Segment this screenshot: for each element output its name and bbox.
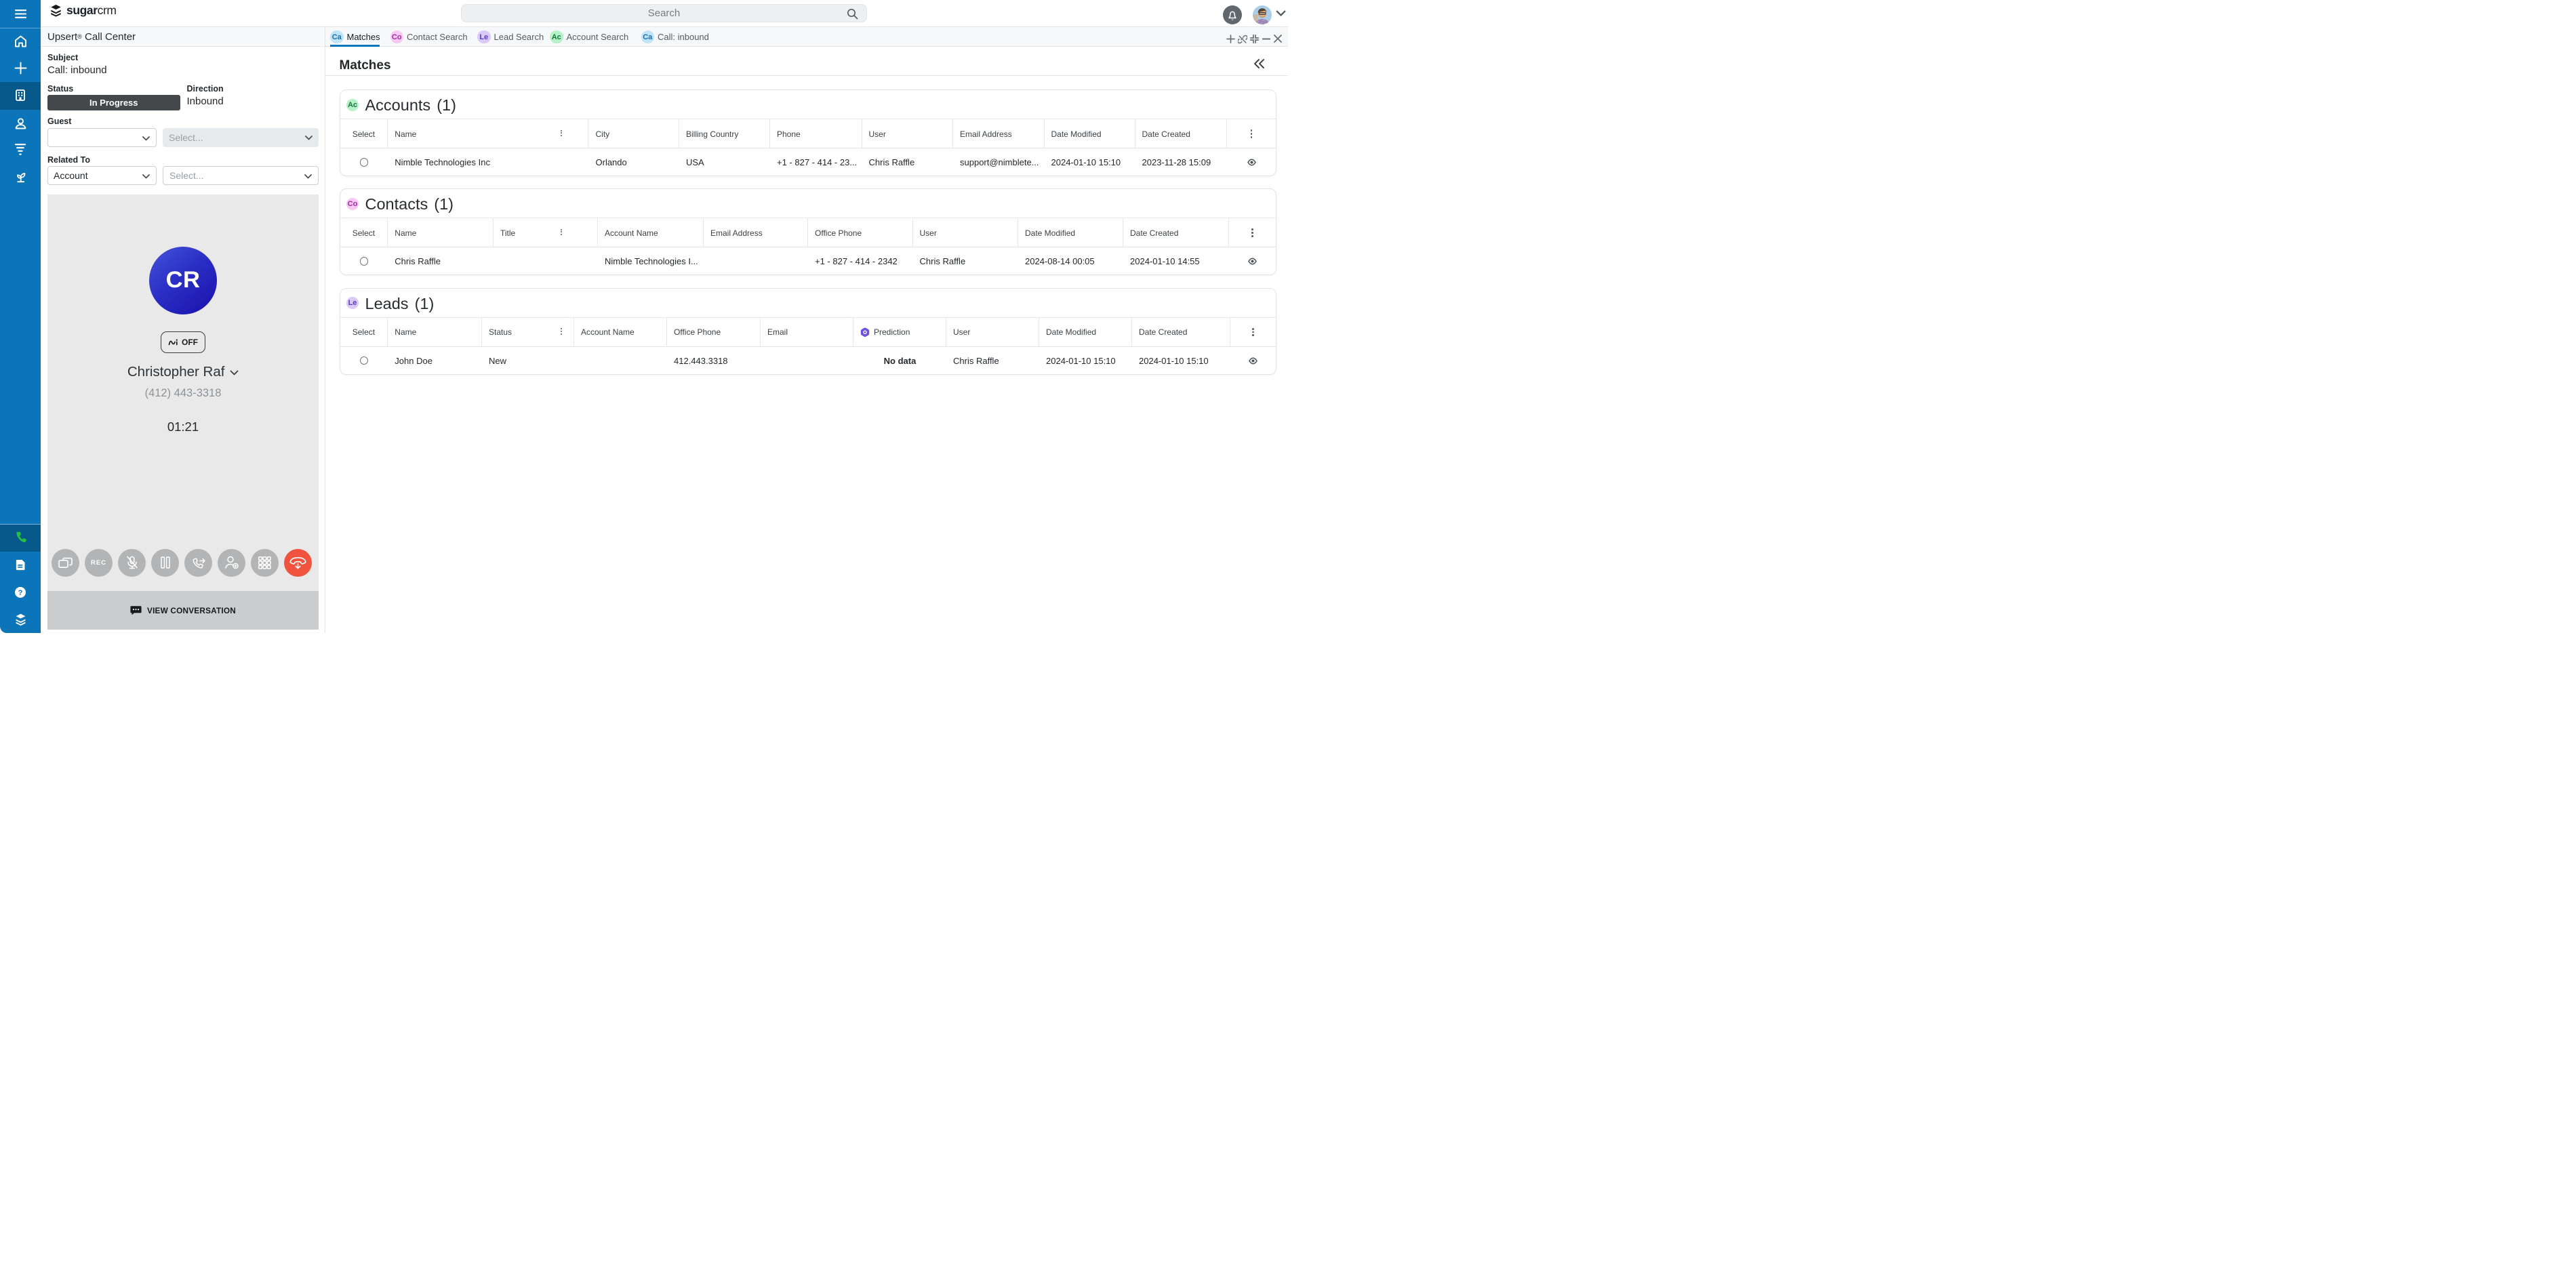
svg-text:?: ? <box>18 589 23 597</box>
